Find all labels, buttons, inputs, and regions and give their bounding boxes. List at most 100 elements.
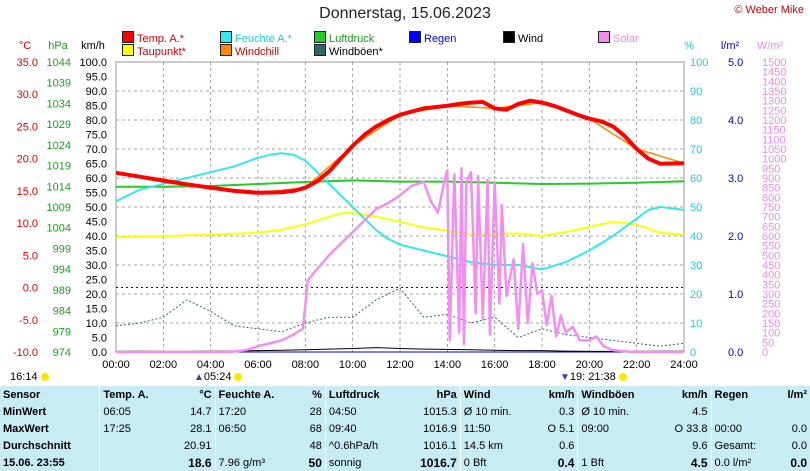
x-tick-label: 16:00 — [481, 359, 509, 371]
copyright-link[interactable]: © Weber Mike — [734, 4, 804, 16]
legend-swatch — [314, 44, 326, 56]
stats-cell-temp-time — [99, 437, 170, 454]
legend-label: Windchill — [235, 46, 280, 58]
stats-cell-gust-val: O 33.8 — [674, 422, 708, 435]
pressure-tick-label: 1029 — [47, 119, 71, 131]
pressure-tick-label: 994 — [53, 264, 71, 276]
humidity-unit-label: % — [684, 40, 694, 52]
stats-cell-wind-label: 14.5 km — [459, 437, 534, 454]
stats-cell-wind-val: 0.3 — [559, 405, 575, 418]
humidity-tick-label: 70 — [690, 144, 702, 156]
solar-tick-label: 300 — [762, 289, 780, 301]
stats-cell-press-time: sonnig — [324, 454, 403, 471]
pressure-tick-label: 1004 — [47, 223, 71, 235]
legend-label: Regen — [424, 33, 457, 45]
pressure-tick-label: 979 — [53, 326, 71, 338]
pressure-tick-label: 984 — [53, 306, 71, 318]
wind-tick-label: 35.0 — [86, 246, 107, 258]
wind-tick-label: 60.0 — [86, 173, 107, 185]
wind-tick-label: 80.0 — [86, 115, 107, 127]
chart-title: Donnerstag, 15.06.2023 — [319, 5, 491, 22]
stats-cell-rain-val: 0.0 — [791, 439, 807, 452]
pressure-tick-label: 999 — [53, 243, 71, 255]
solar-tick-label: 250 — [762, 299, 780, 311]
legend-label: Wind — [518, 33, 544, 45]
stats-cell-wind-label: 0 Bft — [459, 454, 534, 471]
solar-tick-label: 100 — [762, 328, 780, 340]
sunset-icon: ▼ — [560, 372, 570, 383]
sunrise-icon: ▲ — [194, 372, 204, 383]
series-line — [115, 211, 685, 239]
header-gust: Windböen — [577, 386, 658, 403]
pressure-tick-label: 974 — [53, 347, 71, 359]
stats-cell-temp-val: 20.91 — [184, 439, 212, 452]
solar-unit-label: W/m² — [757, 40, 784, 52]
rain-tick-label: 0.0 — [728, 347, 743, 359]
humidity-tick-label: 50 — [690, 202, 702, 214]
wind-tick-label: 15.0 — [86, 304, 107, 316]
wind-tick-label: 95.0 — [86, 72, 107, 84]
header-rain: Regen — [710, 386, 776, 403]
pressure-tick-label: 1009 — [47, 202, 71, 214]
solar-tick-label: 850 — [762, 183, 780, 195]
stats-cell-wind-label: Ø 10 min. — [459, 403, 534, 420]
x-tick-label: 22:00 — [623, 359, 651, 371]
solar-tick-label: 700 — [762, 212, 780, 224]
x-tick-label: 04:00 — [197, 359, 225, 371]
pressure-tick-label: 1044 — [47, 57, 71, 69]
solar-tick-label: 650 — [762, 221, 780, 233]
header-temp: Temp. A. — [99, 386, 170, 403]
rain-tick-label: 2.0 — [728, 231, 743, 243]
series-line — [115, 287, 685, 347]
solar-tick-label: 1100 — [762, 134, 786, 146]
legend-label: Feuchte A.* — [235, 33, 292, 45]
sunset: ▼19: 21:38 — [560, 371, 627, 383]
temp-tick-label: 30.0 — [17, 89, 38, 101]
stats-cell-hum-time: 7.96 g/m³ — [214, 454, 299, 471]
x-tick-label: 14:00 — [434, 359, 462, 371]
wind-tick-label: 40.0 — [86, 231, 107, 243]
wind-tick-label: 25.0 — [86, 275, 107, 287]
stats-cell-rain-label: 00:00 — [710, 420, 776, 437]
x-tick-label: 20:00 — [576, 359, 604, 371]
stats-cell-label: Durchschnitt — [3, 439, 71, 452]
sunset-label: 21:38 — [588, 371, 616, 383]
pressure-tick-label: 1039 — [47, 78, 71, 90]
stats-cell-hum-val: 28 — [309, 405, 322, 418]
sun-left: 16:14 — [10, 371, 49, 383]
solar-tick-label: 0 — [762, 347, 768, 359]
series-line — [116, 167, 684, 354]
legend-label: Solar — [613, 33, 639, 45]
header-temp-unit: °C — [199, 388, 212, 401]
legend-swatch — [122, 31, 134, 43]
header-pressure-unit: hPa — [436, 388, 457, 401]
grid-lines — [116, 62, 684, 352]
header-wind-unit: km/h — [548, 388, 575, 401]
stats-cell-gust-label: 09:00 — [577, 420, 658, 437]
axis-labels: 00:00 02:00 04:00 06:00 08:00 10:00 12:00 14:00… — [13, 40, 787, 371]
stats-row: MaxWert 17:25 28.1 06:50 68 09:40 1016.9 11:50 O… — [0, 420, 810, 437]
stats-cell-hum-time — [214, 437, 299, 454]
temp-tick-label: 15.0 — [17, 186, 38, 198]
stats-cell-hum-val: 48 — [309, 439, 322, 452]
stats-cell-press-val: 1016.9 — [423, 422, 457, 435]
stats-cell-rain-label: 0.0 l/m² — [710, 454, 776, 471]
stats-cell-gust-label: Ø 10 min. — [577, 403, 658, 420]
legend-entry: Windböen* — [314, 44, 383, 58]
stats-cell-rain-val — [776, 403, 810, 420]
x-tick-label: 18:00 — [528, 359, 556, 371]
solar-tick-label: 550 — [762, 241, 780, 253]
solar-tick-label: 50 — [762, 337, 774, 349]
legend-swatch — [409, 31, 421, 43]
legend-entry: Luftdruck — [314, 31, 374, 45]
stats-row: Durchschnitt 20.91 48 ^0.6hPa/h 1016.1 14.5 k… — [0, 437, 810, 454]
solar-tick-label: 350 — [762, 279, 780, 291]
solar-tick-label: 200 — [762, 308, 780, 320]
stats-cell-label: MinWert — [3, 405, 47, 418]
stats-cell-rain-label — [710, 403, 776, 420]
x-tick-label: 06:00 — [244, 359, 272, 371]
header-gust-unit: km/h — [681, 388, 708, 401]
solar-tick-label: 600 — [762, 231, 780, 243]
wind-tick-label: 70.0 — [86, 144, 107, 156]
pressure-tick-label: 989 — [53, 285, 71, 297]
